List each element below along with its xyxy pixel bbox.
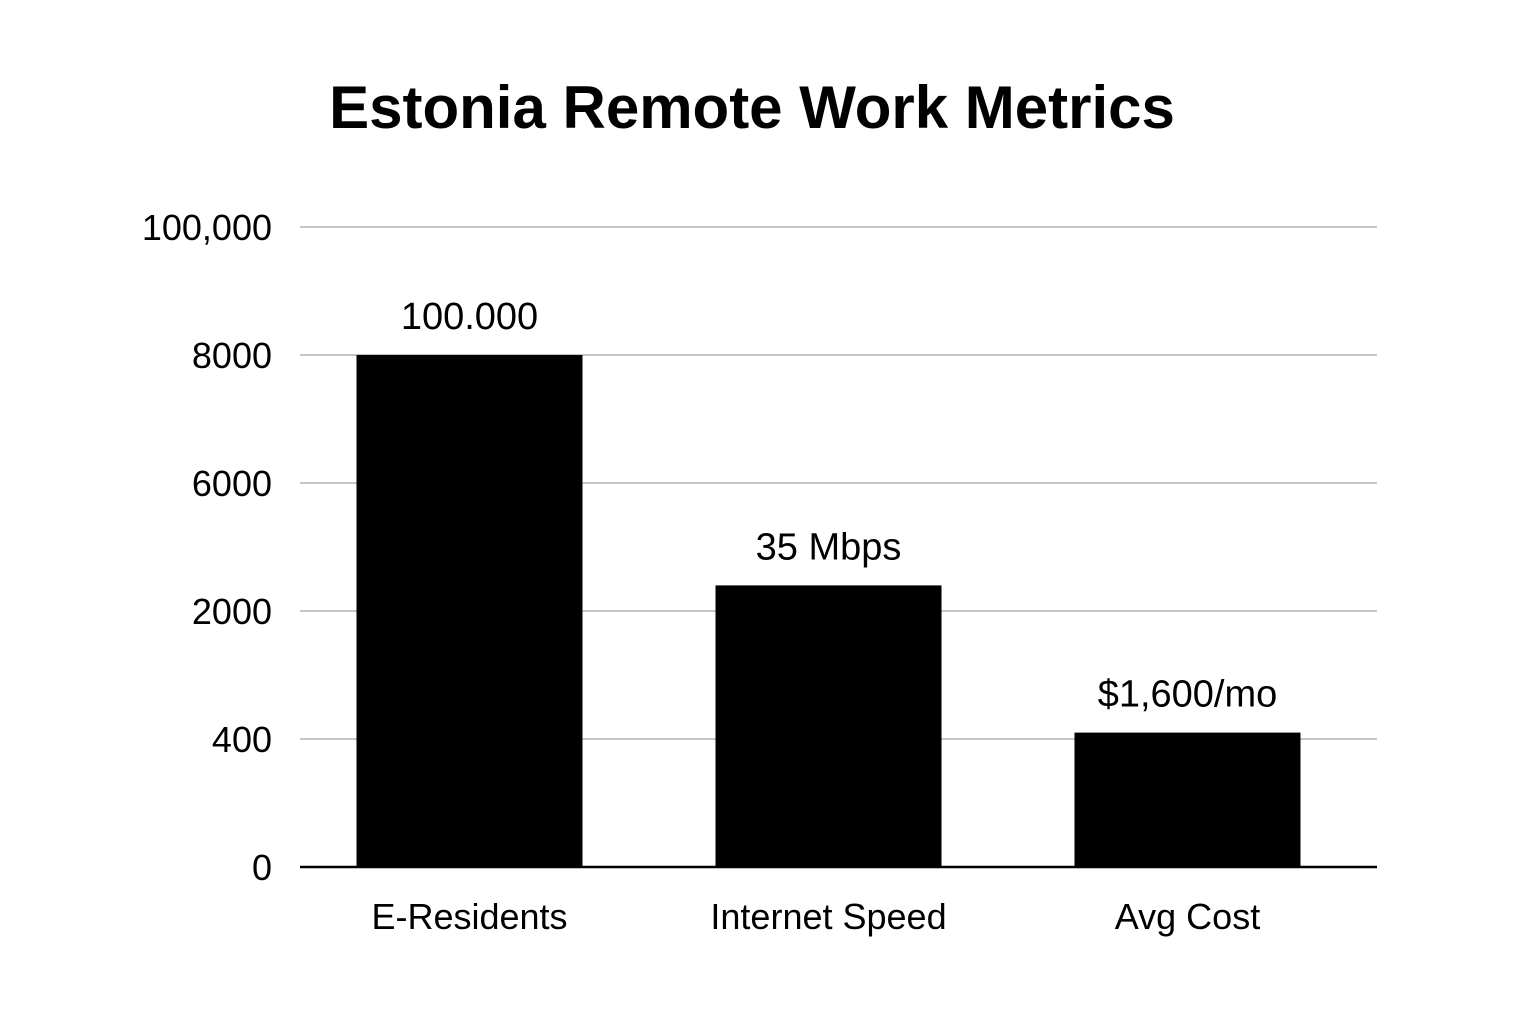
y-tick-label: 400	[212, 719, 272, 760]
y-axis-ticks: 0 400 2000 6000 8000 100,000	[142, 207, 272, 888]
y-tick-label: 6000	[192, 463, 272, 504]
bar	[715, 585, 942, 867]
y-tick-label: 8000	[192, 335, 272, 376]
bar	[1074, 732, 1301, 867]
y-tick-label: 0	[252, 847, 272, 888]
bars	[356, 355, 1301, 867]
x-axis-categories: E-Residents Internet Speed Avg Cost	[371, 896, 1260, 937]
data-labels: 100.000 35 Mbps $1,600/mo	[401, 296, 1277, 716]
chart-title: Estonia Remote Work Metrics	[329, 74, 1175, 141]
x-category-label: Internet Speed	[710, 896, 946, 937]
y-tick-label: 100,000	[142, 207, 272, 248]
bar	[356, 355, 583, 867]
bar-data-label: 100.000	[401, 296, 538, 338]
y-tick-label: 2000	[192, 591, 272, 632]
bar-data-label: $1,600/mo	[1098, 674, 1278, 716]
x-category-label: E-Residents	[371, 896, 567, 937]
x-category-label: Avg Cost	[1115, 896, 1260, 937]
bar-data-label: 35 Mbps	[756, 526, 902, 568]
